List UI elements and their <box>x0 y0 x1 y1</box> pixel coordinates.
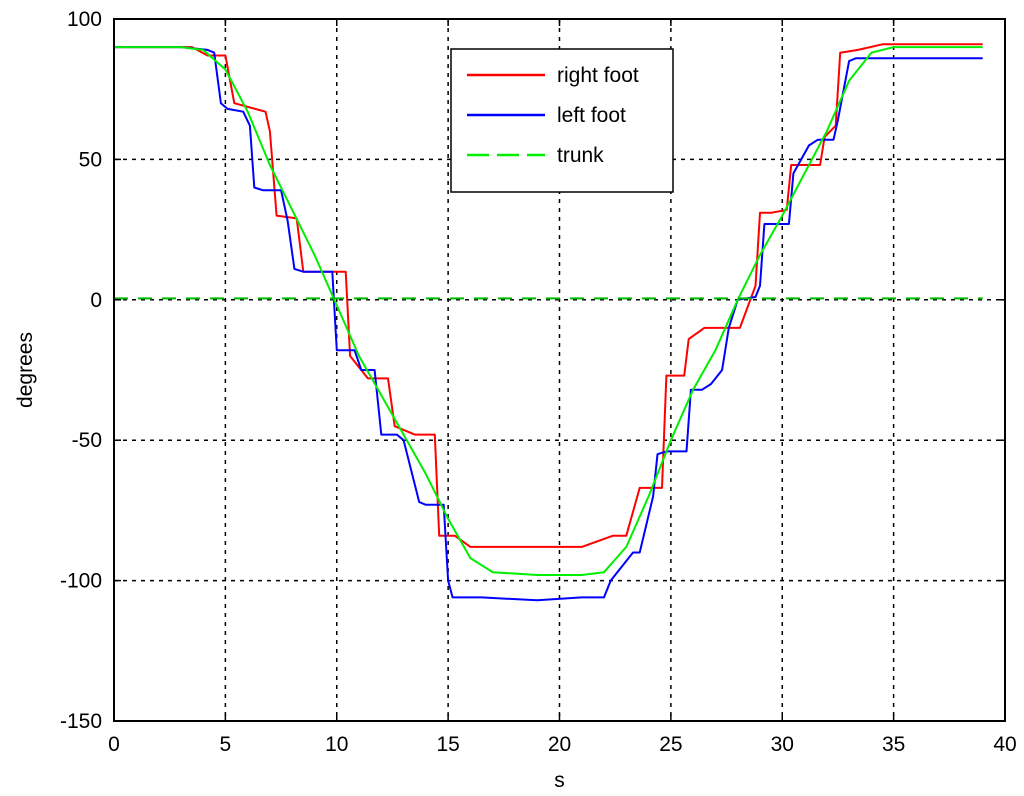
x-axis-label: s <box>554 769 565 792</box>
x-tick-label: 25 <box>659 733 682 756</box>
legend-label: left foot <box>557 104 626 127</box>
y-tick-label: 50 <box>79 148 102 171</box>
legend-label: trunk <box>557 144 604 167</box>
y-axis-label: degrees <box>14 332 37 408</box>
x-tick-label: 40 <box>993 733 1016 756</box>
x-tick-label: 10 <box>325 733 348 756</box>
x-tick-label: 35 <box>882 733 905 756</box>
y-tick-label: 0 <box>90 289 102 312</box>
y-tick-label: 100 <box>67 8 102 31</box>
y-tick-label: -50 <box>72 429 102 452</box>
y-tick-label: -100 <box>60 570 102 593</box>
x-tick-label: 5 <box>220 733 232 756</box>
x-tick-label: 20 <box>548 733 571 756</box>
series-line-trunk <box>114 46 983 576</box>
series-layer <box>114 43 983 602</box>
x-tick-label: 0 <box>108 733 120 756</box>
x-tick-label: 30 <box>771 733 794 756</box>
y-tick-label: -150 <box>60 710 102 733</box>
legend-label: right foot <box>557 64 639 87</box>
legend-box <box>450 48 674 193</box>
x-axis-ticks: 0 5 10 15 20 25 30 35 40 <box>108 19 1017 756</box>
x-tick-label: 15 <box>436 733 459 756</box>
y-axis-ticks: 100 50 0 -50 -100 -150 <box>60 8 1005 733</box>
legend: right foot left foot trunk <box>450 48 674 193</box>
